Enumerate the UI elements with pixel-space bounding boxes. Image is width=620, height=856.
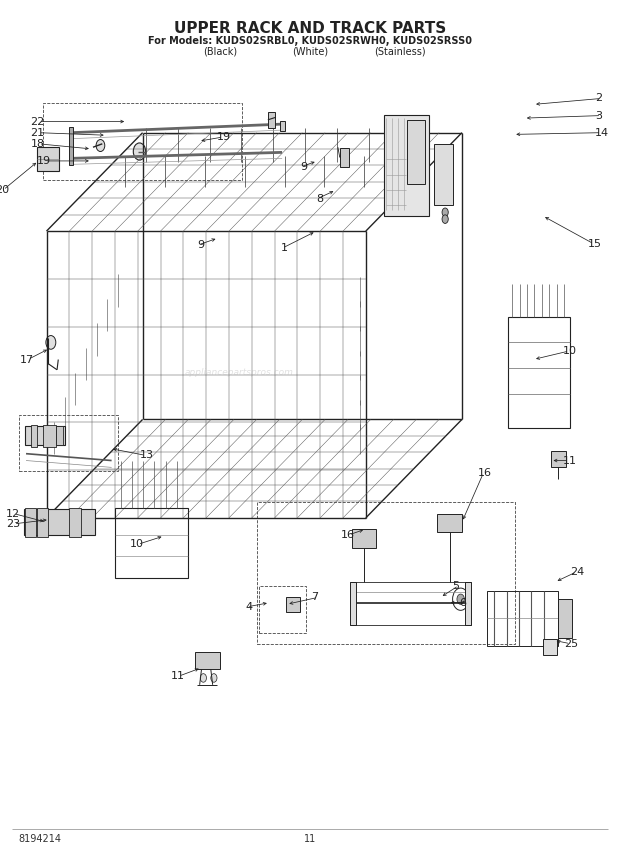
Bar <box>19 415 118 471</box>
Bar <box>31 425 37 447</box>
Text: 7: 7 <box>311 592 318 603</box>
Circle shape <box>546 642 554 652</box>
Text: 19: 19 <box>37 156 51 166</box>
Text: 16: 16 <box>477 467 492 478</box>
Text: 25: 25 <box>564 639 578 649</box>
Text: 10: 10 <box>130 539 144 550</box>
Text: 17: 17 <box>20 354 34 365</box>
Bar <box>543 639 557 655</box>
Circle shape <box>457 594 464 604</box>
Bar <box>56 426 63 445</box>
Text: UPPER RACK AND TRACK PARTS: UPPER RACK AND TRACK PARTS <box>174 21 446 36</box>
Text: 3: 3 <box>595 110 602 121</box>
Circle shape <box>200 674 206 682</box>
Circle shape <box>96 140 105 152</box>
Bar <box>558 599 572 638</box>
Text: 9: 9 <box>300 162 307 172</box>
Bar <box>69 508 81 537</box>
Bar <box>384 115 429 216</box>
Text: 5: 5 <box>453 580 459 591</box>
Text: 8: 8 <box>317 193 324 204</box>
Circle shape <box>442 215 448 223</box>
Circle shape <box>67 516 76 528</box>
Bar <box>437 514 462 532</box>
Circle shape <box>27 516 35 528</box>
Text: 11: 11 <box>563 455 577 466</box>
Bar <box>352 529 376 548</box>
Bar <box>25 508 36 537</box>
Text: 21: 21 <box>30 128 45 138</box>
Text: (Stainless): (Stainless) <box>374 46 426 56</box>
Text: 10: 10 <box>563 346 577 356</box>
Text: 11: 11 <box>170 671 185 681</box>
Text: 22: 22 <box>30 116 45 127</box>
Text: 24: 24 <box>570 567 585 577</box>
Bar <box>257 502 515 644</box>
Text: For Models: KUDS02SRBL0, KUDS02SRWH0, KUDS02SRSS0: For Models: KUDS02SRBL0, KUDS02SRWH0, KU… <box>148 36 472 46</box>
Text: 11: 11 <box>304 834 316 844</box>
Text: 2: 2 <box>595 93 602 104</box>
Circle shape <box>405 139 427 169</box>
Text: 6: 6 <box>459 597 466 608</box>
Text: 4: 4 <box>246 602 253 612</box>
Text: 12: 12 <box>6 508 20 519</box>
Bar <box>195 652 220 669</box>
Bar <box>340 148 349 167</box>
Circle shape <box>442 208 448 217</box>
Bar <box>25 426 65 445</box>
Bar <box>280 121 285 131</box>
Bar <box>465 582 471 625</box>
Text: appliancepartspros.com: appliancepartspros.com <box>184 368 293 377</box>
Circle shape <box>133 143 146 160</box>
Text: 19: 19 <box>217 132 231 142</box>
Bar <box>350 582 356 625</box>
Circle shape <box>410 146 422 163</box>
Bar <box>37 508 48 537</box>
Text: 14: 14 <box>595 128 609 138</box>
Text: (White): (White) <box>292 46 328 56</box>
Text: 23: 23 <box>6 519 20 529</box>
Bar <box>551 451 566 467</box>
Circle shape <box>79 516 88 528</box>
Bar <box>508 317 570 428</box>
Text: 18: 18 <box>30 139 45 149</box>
Text: 8194214: 8194214 <box>19 834 61 844</box>
Bar <box>407 120 425 184</box>
Bar <box>434 144 453 205</box>
Text: 1: 1 <box>281 243 288 253</box>
Bar <box>268 112 275 128</box>
Bar <box>487 591 558 646</box>
Bar <box>259 586 306 633</box>
Bar <box>24 509 95 535</box>
Bar <box>69 127 73 165</box>
Bar <box>115 508 188 578</box>
Text: 9: 9 <box>198 240 205 250</box>
Bar <box>37 147 59 171</box>
Bar <box>43 425 56 447</box>
Text: 16: 16 <box>340 530 355 540</box>
Text: 20: 20 <box>0 185 9 195</box>
Circle shape <box>211 674 217 682</box>
Text: 13: 13 <box>140 450 154 461</box>
Bar <box>43 103 242 180</box>
Circle shape <box>46 336 56 349</box>
Bar <box>286 597 300 612</box>
Text: (Black): (Black) <box>203 46 237 56</box>
Text: 15: 15 <box>588 239 602 249</box>
